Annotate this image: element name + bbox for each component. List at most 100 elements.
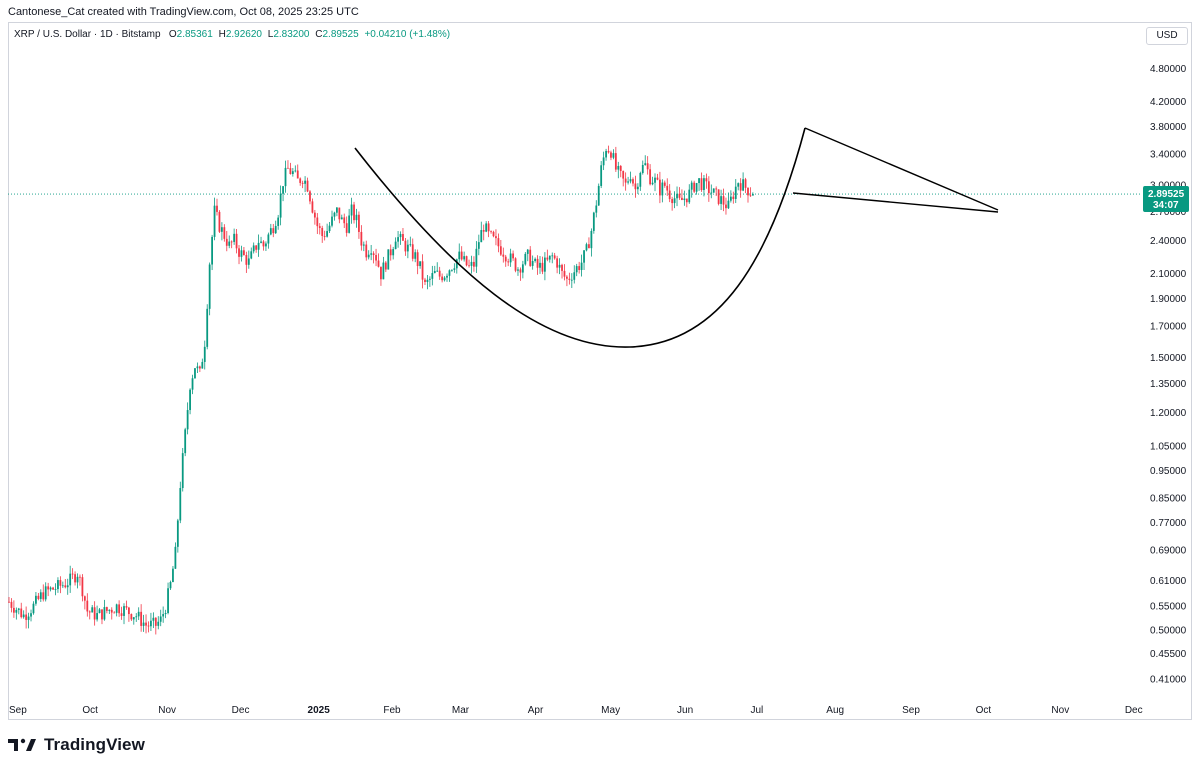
- candle-body: [164, 613, 167, 615]
- candle-body: [607, 150, 610, 153]
- candle-body: [372, 253, 375, 256]
- currency-selector[interactable]: USD: [1146, 27, 1188, 45]
- candle-body: [715, 188, 718, 190]
- candle-body: [321, 227, 324, 237]
- candle-body: [712, 188, 715, 193]
- candle-body: [277, 217, 280, 226]
- candle-body: [521, 264, 524, 273]
- candle-body: [465, 256, 468, 266]
- y-tick-label: 1.50000: [1150, 353, 1187, 364]
- x-tick-label: Feb: [383, 705, 401, 716]
- open-value: 2.85361: [176, 29, 213, 40]
- candle-body: [235, 233, 238, 249]
- candle-body: [492, 231, 495, 237]
- candle-body: [140, 611, 143, 626]
- candle-body: [247, 258, 250, 265]
- candle-body: [179, 488, 182, 521]
- candle-body: [681, 197, 683, 201]
- candle-body: [39, 592, 42, 599]
- candle-body: [181, 453, 184, 489]
- last-price-tag: [1143, 186, 1189, 213]
- candle-body: [566, 276, 568, 279]
- candle-body: [524, 253, 527, 265]
- candle-body: [348, 215, 351, 233]
- candle-body: [585, 244, 588, 251]
- candle-body: [426, 279, 429, 283]
- tradingview-logo-icon: [8, 738, 36, 751]
- candle-body: [534, 258, 537, 262]
- candle-body: [10, 601, 13, 608]
- candle-body: [443, 277, 446, 281]
- candle-body: [485, 223, 488, 232]
- candle-body: [419, 261, 421, 267]
- candle-body: [365, 244, 368, 258]
- candle-body: [605, 150, 607, 158]
- candle-body: [110, 609, 113, 613]
- candle-body: [453, 268, 456, 270]
- candle-body: [137, 611, 140, 617]
- close-value: 2.89525: [322, 29, 359, 40]
- candle-body: [115, 604, 118, 613]
- x-tick-label: Sep: [9, 705, 27, 716]
- candle-body: [678, 193, 681, 198]
- y-tick-label: 0.41000: [1150, 675, 1187, 686]
- candle-body: [323, 236, 326, 237]
- candle-body: [622, 170, 625, 179]
- candle-body: [59, 580, 62, 586]
- candle-body: [135, 616, 138, 618]
- candle-body: [700, 178, 703, 191]
- candle-body: [304, 180, 306, 184]
- candle-body: [438, 270, 441, 277]
- candle-body: [507, 261, 510, 263]
- candle-body: [683, 198, 686, 201]
- y-tick-label: 2.10000: [1150, 269, 1187, 280]
- candle-body: [206, 308, 209, 347]
- candle-body: [446, 275, 448, 278]
- y-tick-label: 3.80000: [1150, 122, 1187, 133]
- candle-body: [659, 179, 661, 196]
- candle-body: [88, 611, 91, 613]
- open-label: O: [168, 29, 177, 40]
- candle-body: [350, 204, 353, 216]
- tradingview-logo[interactable]: TradingView: [8, 735, 145, 755]
- candle-body: [225, 238, 228, 246]
- candle-body: [362, 244, 365, 246]
- candle-body: [15, 609, 18, 613]
- candle-body: [294, 170, 297, 172]
- candle-body: [749, 195, 752, 197]
- candle-body: [223, 227, 226, 239]
- candle-body: [167, 588, 169, 614]
- candle-body: [274, 225, 277, 234]
- candle-body: [128, 607, 130, 615]
- candle-body: [299, 178, 302, 183]
- candle-body: [245, 254, 248, 265]
- x-tick-label: Jul: [750, 705, 763, 716]
- candle-body: [30, 613, 32, 617]
- candle-body: [747, 187, 749, 196]
- candle-body: [387, 249, 390, 270]
- candle-body: [651, 182, 654, 185]
- candle-body: [517, 269, 519, 271]
- candle-body: [265, 243, 267, 247]
- y-tick-label: 0.55000: [1150, 602, 1187, 613]
- candle-body: [269, 228, 272, 235]
- candle-body: [414, 252, 417, 259]
- candle-body: [744, 179, 747, 188]
- y-tick-label: 1.20000: [1150, 408, 1187, 419]
- y-tick-label: 0.85000: [1150, 494, 1187, 505]
- candle-body: [656, 177, 659, 180]
- candle-body: [627, 181, 629, 183]
- x-tick-label: 2025: [308, 705, 331, 716]
- candle-body: [120, 613, 123, 616]
- x-tick-label: Sep: [902, 705, 920, 716]
- candle-body: [641, 164, 644, 173]
- candle-body: [612, 153, 615, 158]
- symbol-title[interactable]: XRP / U.S. Dollar · 1D · Bitstamp: [14, 29, 161, 40]
- candle-body: [208, 264, 211, 309]
- candle-body: [238, 248, 240, 257]
- candle-body: [262, 241, 265, 247]
- low-value: 2.83200: [273, 29, 310, 40]
- wedge-upper-line: [804, 127, 999, 211]
- candle-body: [101, 609, 103, 620]
